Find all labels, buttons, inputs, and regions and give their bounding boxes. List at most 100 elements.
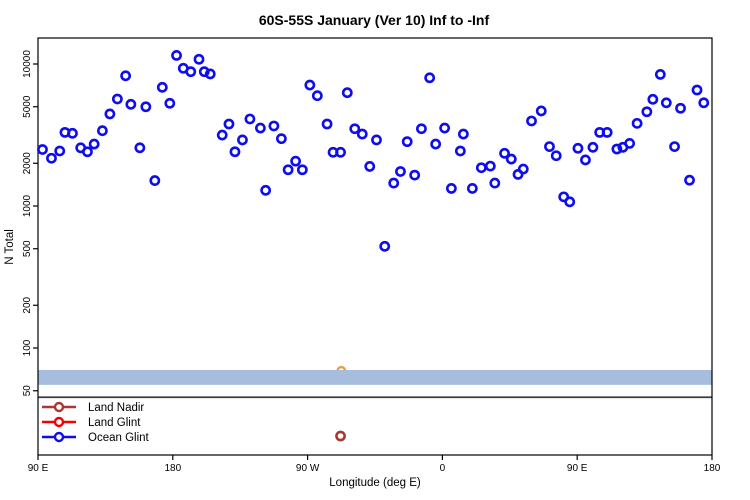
ocean-glint-point (198, 66, 210, 78)
ocean-glint-marker-icon (53, 431, 65, 443)
plot-border (37, 37, 713, 456)
legend-label-ocean-glint: Ocean Glint (88, 432, 150, 444)
chart-title: 60S-55S January (Ver 10) Inf to -Inf (259, 12, 490, 28)
x-axis-title: Longitude (deg E) (329, 477, 421, 489)
ocean-glint-point (466, 183, 478, 194)
ocean-glint-point (216, 129, 228, 141)
ocean-glint-point (46, 152, 57, 164)
legend: Land Nadir Land Glint Ocean Glint (42, 401, 150, 444)
ocean-glint-point (484, 160, 496, 172)
y-tick-label: 200 (22, 296, 33, 313)
ocean-glint-point (237, 134, 248, 146)
x-tick-label: 180 (704, 463, 721, 474)
ocean-glint-point (268, 120, 280, 132)
ocean-glint-point (321, 118, 333, 130)
ocean-glint-point (439, 122, 451, 134)
ocean-glint-point (587, 141, 599, 153)
x-tick-label: 90 E (28, 463, 49, 474)
x-tick-label: 90 E (567, 463, 588, 474)
ocean-glint-point (401, 136, 413, 148)
ocean-glint-point (290, 155, 302, 167)
y-tick-label: 100 (22, 339, 33, 356)
legend-label-land-glint: Land Glint (88, 417, 141, 429)
ocean-glint-point (156, 81, 168, 93)
ocean-glint-point (684, 174, 695, 186)
y-tick-label: 500 (22, 240, 33, 257)
ocean-glint-point (624, 137, 636, 149)
ocean-glint-point (229, 146, 241, 158)
ocean-glint-point (669, 141, 680, 153)
ocean-glint-point (111, 93, 123, 105)
ocean-glint-point (244, 113, 256, 125)
ocean-glint-point (647, 93, 659, 105)
ocean-glint-point (395, 166, 406, 177)
ocean-glint-point (67, 127, 78, 139)
x-tick-label: 90 W (296, 463, 320, 474)
ocean-glint-point (641, 106, 653, 118)
ocean-glint-point (572, 142, 584, 154)
ocean-glint-point (341, 87, 353, 99)
ocean-glint-point (416, 123, 427, 135)
ocean-glint-point (311, 90, 323, 102)
ocean-glint-point (675, 102, 686, 114)
legend-item-ocean-glint: Ocean Glint (42, 431, 150, 444)
axis-ticks: 90 E 180 90 W 0 90 E 180 10000 5000 2000 1000 500 2… (22, 50, 721, 474)
y-tick-label: 1000 (22, 194, 33, 217)
ocean-glint-point (611, 143, 623, 155)
ocean-glint-point (260, 184, 272, 196)
ocean-glint-point (149, 175, 161, 186)
ocean-glint-point (489, 177, 501, 189)
x-tick-label: 0 (440, 463, 446, 474)
ocean-glint-point (120, 70, 132, 82)
land-nadir-marker-icon (53, 401, 65, 413)
reference-band (38, 369, 712, 385)
ocean-glint-point (424, 72, 436, 84)
ocean-glint-point (445, 183, 457, 194)
ocean-glint-point (104, 108, 116, 120)
y-tick-label: 10000 (22, 50, 33, 78)
ocean-glint-point (255, 122, 266, 134)
ocean-glint-point (660, 97, 672, 109)
ocean-glint-point (409, 169, 421, 181)
ocean-glint-point (171, 49, 182, 61)
legend-item-land-glint: Land Glint (42, 416, 141, 429)
legend-item-land-nadir: Land Nadir (42, 401, 144, 414)
ocean-glint-point (296, 164, 308, 176)
ocean-glint-point (193, 53, 205, 65)
data-points (37, 49, 710, 442)
legend-label-land-nadir: Land Nadir (88, 402, 144, 414)
ocean-glint-point (88, 138, 100, 150)
y-axis-title: N Total (4, 229, 16, 265)
ocean-glint-point (430, 138, 442, 150)
ocean-glint-point (185, 66, 197, 78)
ocean-glint-point (698, 97, 710, 109)
ocean-glint-point (535, 105, 547, 117)
ocean-glint-point (379, 240, 391, 252)
ocean-glint-point (654, 68, 666, 80)
x-tick-label: 180 (164, 463, 181, 474)
ocean-glint-point (364, 161, 376, 172)
ocean-glint-point (691, 84, 703, 96)
ocean-glint-point (505, 153, 517, 165)
ocean-glint-point (275, 133, 287, 145)
ocean-glint-point (601, 126, 613, 138)
reference-layers (38, 365, 712, 399)
ocean-glint-point (517, 163, 529, 175)
ocean-glint-point (54, 145, 66, 157)
land-nadir-point (335, 430, 346, 442)
ocean-glint-point (580, 154, 591, 166)
ocean-glint-point (457, 128, 469, 140)
ocean-glint-point (526, 115, 537, 127)
ocean-glint-point (223, 118, 235, 130)
ocean-glint-point (371, 134, 382, 146)
ocean-glint-point (356, 128, 368, 140)
ocean-glint-point (134, 142, 146, 154)
ocean-glint-point (335, 146, 346, 158)
ocean-glint-point (125, 98, 137, 110)
ocean-glint-point (82, 146, 93, 158)
ocean-glint-point (544, 141, 555, 153)
ocean-glint-point (475, 162, 487, 174)
ocean-glint-point (550, 150, 562, 162)
